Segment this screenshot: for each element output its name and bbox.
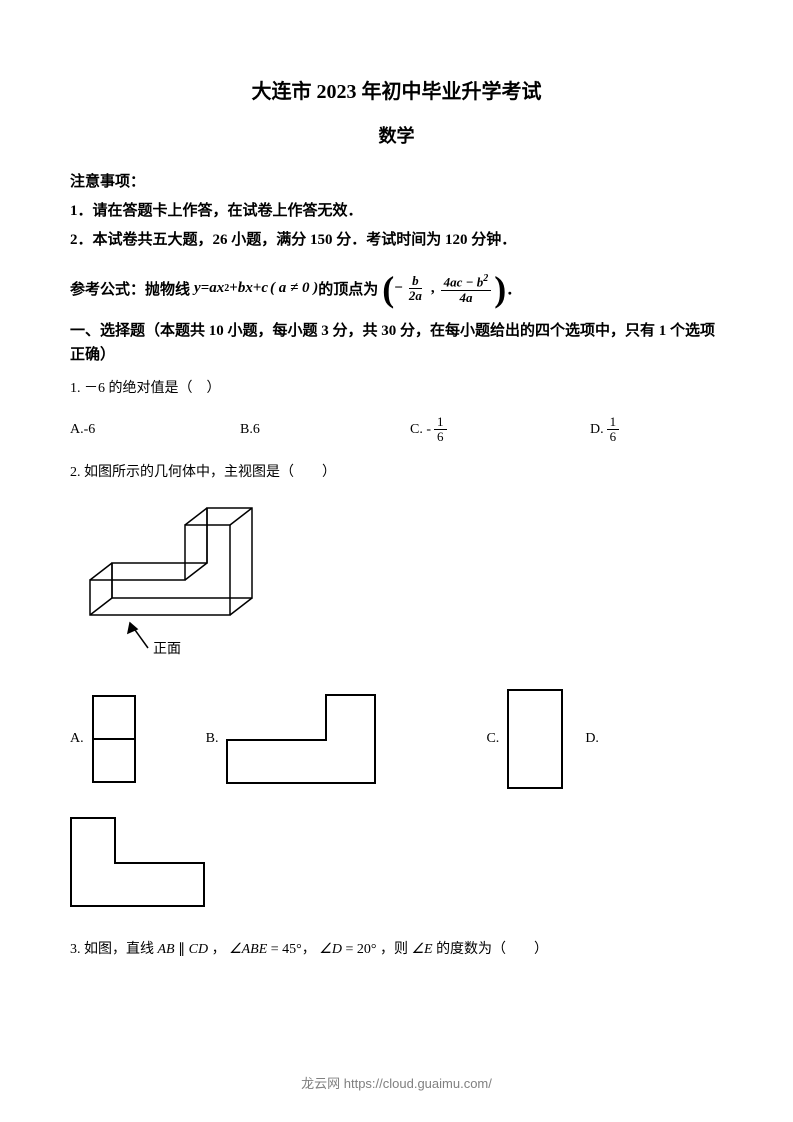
q2-d-shape [70, 817, 205, 907]
question-3: 3. 如图，直线 AB ∥ CD ， ∠ABE = 45°， ∠D = 20° … [70, 938, 723, 958]
notice-heading: 注意事项： [70, 170, 723, 191]
vertex-neg: − [394, 280, 403, 297]
q1-opt-b: B. 6 [240, 422, 410, 438]
formula-bx: bx [238, 280, 253, 297]
q1-b-val: 6 [253, 422, 260, 438]
q3-cd: CD [189, 942, 208, 957]
formula-eq: = [201, 280, 210, 297]
vertex-n1: b [409, 274, 422, 289]
q2-c-shape [507, 689, 563, 789]
vertex-d1: 2a [406, 289, 425, 303]
q1-d-num: 1 [607, 415, 620, 430]
q2-c-label: C. [486, 731, 499, 747]
q1-c-frac: 1 6 [434, 415, 447, 445]
q2-opt-b: B. [206, 694, 377, 784]
notice-line-2: 2．本试卷共五大题，26 小题，满分 150 分．考试时间为 120 分钟． [70, 228, 723, 249]
formula-y: y [194, 280, 201, 297]
q2-a-label: A. [70, 731, 84, 747]
q1-options: A. -6 B. 6 C. - 1 6 D. 1 6 [70, 415, 723, 445]
q3-eq2: = 20° [345, 942, 376, 957]
q2-d-label: D. [585, 731, 599, 747]
q2-opt-a: A. [70, 695, 136, 783]
subject-title: 数学 [70, 122, 723, 148]
q3-angle-e: ∠E [411, 942, 432, 957]
exam-title: 大连市 2023 年初中毕业升学考试 [70, 75, 723, 104]
q2-options-row: A. B. C. D. [70, 689, 723, 789]
q3-ab: AB [158, 942, 175, 957]
formula-c: c [261, 280, 268, 297]
vertex-d2: 4a [456, 291, 475, 305]
q3-mid: ，则 [380, 942, 412, 957]
question-2: 2. 如图所示的几何体中，主视图是（ ） [70, 461, 723, 481]
vertex-expression: ( − b 2a , 4ac − b2 4a ) [382, 273, 506, 305]
formula-plus1: + [229, 280, 238, 297]
vertex-frac2: 4ac − b2 4a [441, 273, 492, 305]
q1-c-label: C. - [410, 422, 431, 438]
formula-prefix: 参考公式：抛物线 [70, 278, 190, 299]
q1-opt-a: A. -6 [70, 422, 240, 438]
q1-d-den: 6 [607, 430, 620, 444]
right-paren: ) [494, 275, 506, 304]
q1-a-label: A. [70, 422, 84, 438]
q2-opt-d: D. [585, 731, 599, 747]
reference-formula: 参考公式：抛物线 y = ax2 + bx + c ( a ≠ 0 ) 的顶点为… [70, 273, 723, 305]
q1-c-den: 6 [434, 430, 447, 444]
q1-c-num: 1 [434, 415, 447, 430]
q1-b-label: B. [240, 422, 253, 438]
front-label: 正面 [153, 642, 181, 657]
formula-suffix: ． [506, 278, 521, 299]
vertex-comma: , [431, 280, 435, 297]
notice-line-1: 1．请在答题卡上作答，在试卷上作答无效． [70, 199, 723, 220]
formula-plus2: + [253, 280, 262, 297]
q3-suffix: 的度数为（ ） [436, 942, 548, 957]
q1-d-label: D. [590, 422, 604, 438]
formula-ax: ax [209, 280, 224, 297]
q2-b-label: B. [206, 731, 219, 747]
page-footer: 龙云网 https://cloud.guaimu.com/ [0, 1073, 793, 1092]
left-paren: ( [382, 275, 394, 304]
q3-angle-abe: ∠ABE [229, 942, 267, 957]
q1-opt-c: C. - 1 6 [410, 415, 590, 445]
section-1-heading: 一、选择题（本题共 10 小题，每小题 3 分，共 30 分，在每小题给出的四个… [70, 319, 723, 367]
q1-a-val: -6 [84, 422, 96, 438]
solid-3d-icon: 正面 [70, 495, 280, 660]
q3-parallel: ∥ [178, 942, 189, 957]
formula-cond: ( a ≠ 0 ) [270, 280, 318, 297]
q2-solid-figure: 正面 [70, 495, 723, 665]
vertex-frac1: b 2a [406, 274, 425, 304]
vertex-n2: 4ac − b2 [441, 273, 492, 291]
question-1: 1. －6 的绝对值是（ ） [70, 377, 723, 397]
q3-angle-d: ∠D [319, 942, 342, 957]
q1-d-frac: 1 6 [607, 415, 620, 445]
q3-comma: ， [212, 942, 226, 957]
q2-opt-c: C. [486, 689, 563, 789]
q3-prefix: 3. 如图，直线 [70, 942, 158, 957]
q1-opt-d: D. 1 6 [590, 415, 622, 445]
q2-a-shape [92, 695, 136, 783]
q2-b-shape [226, 694, 376, 784]
q3-eq1: = 45°， [271, 942, 316, 957]
formula-mid: 的顶点为 [318, 278, 378, 299]
q2-d-shape-wrap [70, 817, 723, 912]
